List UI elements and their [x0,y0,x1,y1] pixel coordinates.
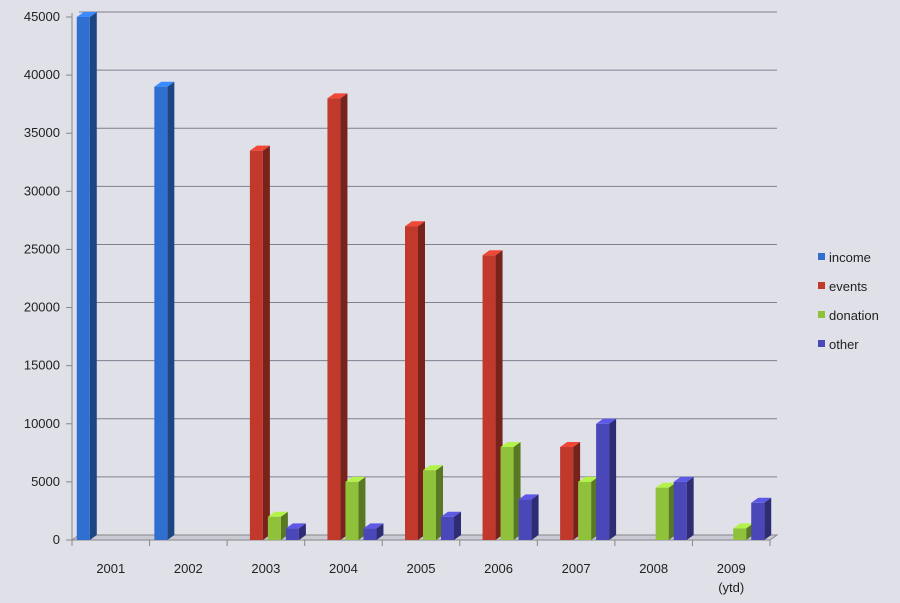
bar-other [518,494,539,540]
y-tick-label: 45000 [24,9,60,24]
bar-events [327,93,348,540]
bar-other [285,523,306,540]
y-tick-label: 10000 [24,416,60,431]
x-tick-label: 2005 [407,561,436,576]
bar-donation [345,476,366,540]
x-tick-label: 2008 [639,561,668,576]
bar-donation [655,482,676,540]
x-tick-label: 2006 [484,561,513,576]
x-tick-label: 2004 [329,561,358,576]
y-tick-label: 0 [53,532,60,547]
y-tick-label: 20000 [24,300,60,315]
legend-swatch-events [818,282,825,289]
legend-label-income: income [829,250,871,265]
bar-income [76,12,97,540]
bar-events [249,145,270,540]
x-tick-sublabel: (ytd) [718,580,744,595]
gridlines [79,11,777,478]
y-tick-label: 35000 [24,125,60,140]
y-tick-label: 25000 [24,241,60,256]
bar-other [751,497,772,540]
tick-labels: 0 5000 10000 15000 20000 25000 30000 35000 40000… [24,9,746,595]
bar-other [596,418,617,540]
x-tick-label: 2009 [717,561,746,576]
bar-income [154,81,175,540]
bar-events [482,250,503,540]
bar-other [363,523,384,540]
bar-events [405,221,425,540]
y-tick-label: 40000 [24,67,60,82]
bar-donation [578,476,599,540]
x-tick-label: 2007 [562,561,591,576]
legend: income events donation other [818,250,879,352]
bar-other [441,511,461,540]
y-tick-label: 30000 [24,183,60,198]
bar-donation [423,465,443,540]
x-tick-label: 2001 [96,561,125,576]
legend-swatch-donation [818,311,825,318]
y-tick-label: 5000 [31,474,60,489]
bar-other [673,476,694,540]
legend-label-events: events [829,279,868,294]
bar-events [560,442,581,540]
legend-swatch-other [818,340,825,347]
legend-swatch-income [818,253,825,260]
bar-donation [267,511,288,540]
x-tick-label: 2003 [251,561,280,576]
bars [76,12,772,540]
bar-donation [500,442,521,540]
legend-label-other: other [829,337,859,352]
y-tick-label: 15000 [24,358,60,373]
legend-label-donation: donation [829,308,879,323]
x-tick-label: 2002 [174,561,203,576]
